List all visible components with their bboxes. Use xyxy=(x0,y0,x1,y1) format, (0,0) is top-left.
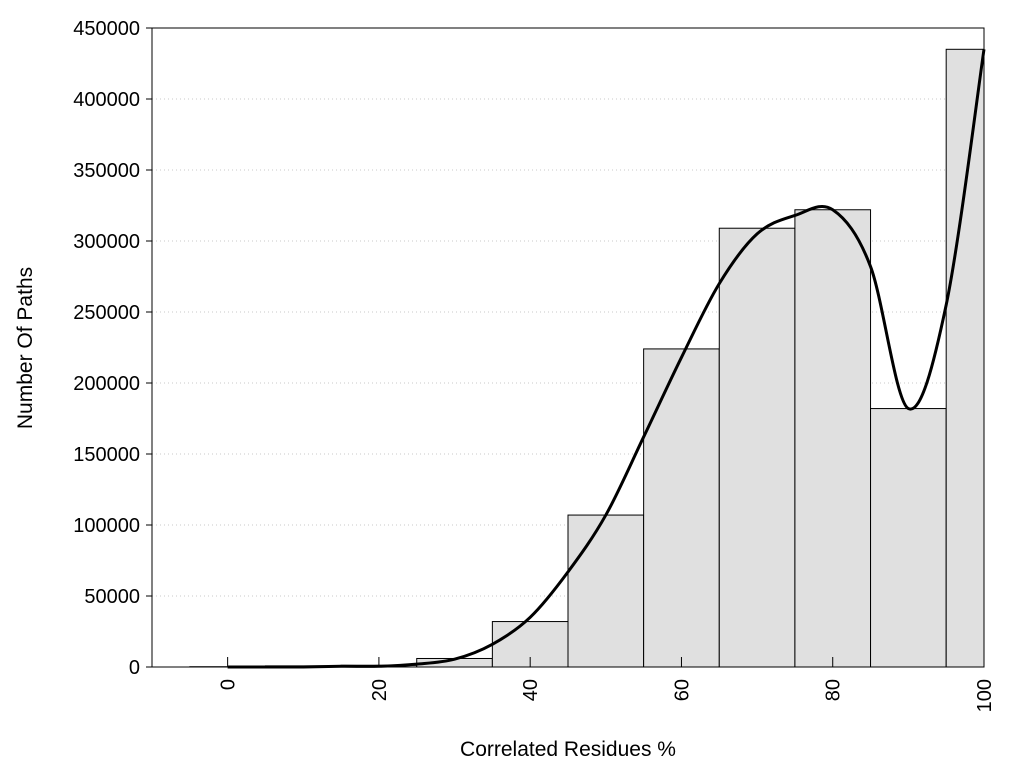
y-tick-label: 150000 xyxy=(73,444,140,466)
y-tick-label: 400000 xyxy=(73,89,140,111)
x-tick-label: 20 xyxy=(369,679,391,701)
y-tick-label: 50000 xyxy=(84,586,140,608)
trend-line xyxy=(227,49,986,669)
y-tick-label: 350000 xyxy=(73,160,140,182)
y-axis-title: Number Of Paths xyxy=(14,267,37,429)
bar xyxy=(794,209,872,668)
bar xyxy=(718,227,796,668)
bars xyxy=(189,48,985,668)
y-tick-label: 200000 xyxy=(73,373,140,395)
y-tick-label: 100000 xyxy=(73,515,140,537)
x-axis-ticks: 0 20 40 60 80 100 xyxy=(218,657,996,712)
x-tick-label: 0 xyxy=(218,679,240,690)
y-tick-label: 250000 xyxy=(73,302,140,324)
bar xyxy=(945,48,985,668)
y-tick-label: 300000 xyxy=(73,231,140,253)
x-tick-label: 40 xyxy=(520,679,542,701)
y-tick-label: 450000 xyxy=(73,18,140,40)
y-tick-label: 0 xyxy=(129,657,140,679)
x-tick-label: 100 xyxy=(974,679,996,712)
x-tick-label: 80 xyxy=(823,679,845,701)
bar xyxy=(870,408,947,668)
bar xyxy=(643,348,720,668)
x-tick-label: 60 xyxy=(671,679,693,701)
bar xyxy=(567,514,645,668)
trend-curve xyxy=(227,49,986,669)
plot-frame xyxy=(151,27,985,668)
y-axis-ticks: 0 50000 100000 150000 200000 250000 300000 3500… xyxy=(73,18,152,679)
x-axis-title: Correlated Residues % xyxy=(460,738,676,761)
